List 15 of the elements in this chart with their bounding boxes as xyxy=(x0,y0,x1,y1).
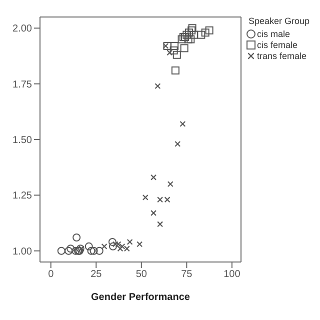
legend-label: cis male xyxy=(257,29,290,39)
y-tick-label: 1.75 xyxy=(12,79,32,90)
y-tick-label: 1.50 xyxy=(12,135,32,146)
y-tick-label: 2.00 xyxy=(12,24,32,35)
y-tick-label: 1.00 xyxy=(12,246,32,258)
x-axis-title: Gender Performance xyxy=(91,292,190,303)
x-tick-label: 25 xyxy=(90,269,102,280)
legend-title: Speaker Group xyxy=(247,16,311,26)
x-tick-label: 100 xyxy=(224,269,241,280)
x-tick-label: 75 xyxy=(181,269,193,280)
y-tick-label: 1.25 xyxy=(12,190,32,202)
legend-label: cis female xyxy=(257,40,298,50)
legend-label: trans female xyxy=(257,51,307,61)
x-tick-label: 50 xyxy=(136,269,148,280)
x-tick-label: 0 xyxy=(48,269,54,280)
